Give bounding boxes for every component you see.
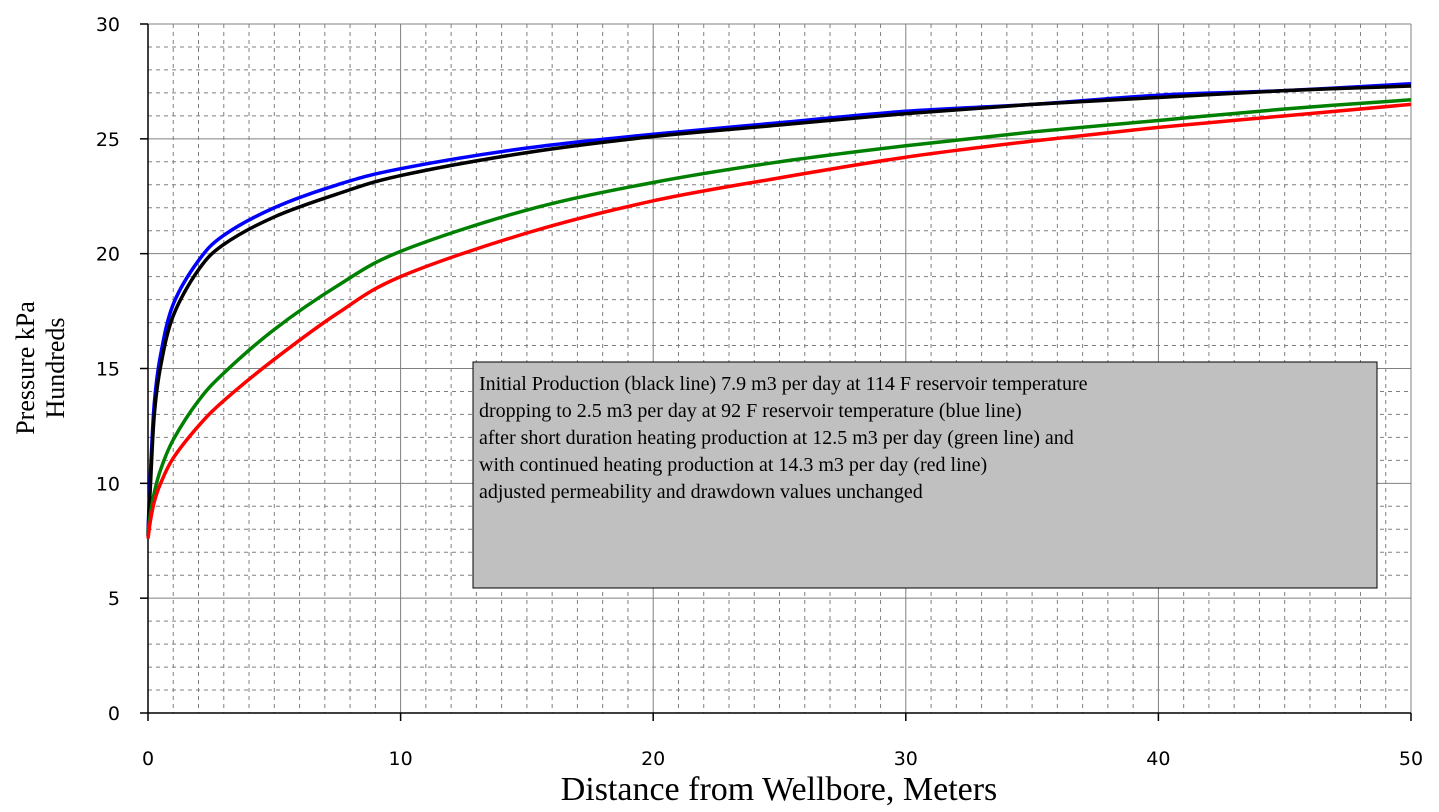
- y-tick-label: 10: [96, 473, 120, 495]
- annotation-line-1: Initial Production (black line) 7.9 m3 p…: [479, 373, 1088, 395]
- y-tick-label: 0: [108, 703, 120, 725]
- annotation-line-5: adjusted permeability and drawdown value…: [479, 481, 923, 503]
- x-axis-title: Distance from Wellbore, Meters: [561, 771, 998, 808]
- annotation-box: Initial Production (black line) 7.9 m3 p…: [472, 361, 1378, 589]
- y-tick-label: 5: [108, 588, 120, 610]
- x-tick-label: 40: [1146, 748, 1170, 770]
- annotation-line-4: with continued heating production at 14.…: [479, 454, 987, 476]
- x-tick-label: 30: [894, 748, 918, 770]
- x-tick-labels: 0 10 20 30 40 50: [142, 748, 1423, 770]
- x-tick-label: 0: [142, 748, 154, 770]
- y-axis-title-line-1: Pressure kPa: [11, 301, 40, 435]
- x-tick-label: 50: [1399, 748, 1423, 770]
- annotation-line-2: dropping to 2.5 m3 per day at 92 F reser…: [479, 400, 1022, 422]
- y-axis-title-line-2: Hundreds: [41, 317, 70, 418]
- y-tick-label: 20: [96, 244, 120, 266]
- series-lines: [146, 81, 1412, 539]
- y-tick-label: 25: [96, 129, 120, 151]
- series-line-2: [146, 84, 1412, 537]
- annotation-line-3: after short duration heating production …: [479, 427, 1074, 449]
- axes: [140, 23, 1412, 721]
- y-tick-label: 15: [96, 359, 120, 381]
- y-tick-label: 30: [96, 14, 120, 36]
- y-tick-labels: 0 5 10 15 20 25 30: [96, 14, 120, 725]
- x-tick-label: 10: [389, 748, 413, 770]
- series-line-4: [146, 102, 1412, 539]
- annotation-background: [472, 361, 1378, 589]
- series-line-3: [146, 98, 1412, 532]
- x-tick-label: 20: [641, 748, 665, 770]
